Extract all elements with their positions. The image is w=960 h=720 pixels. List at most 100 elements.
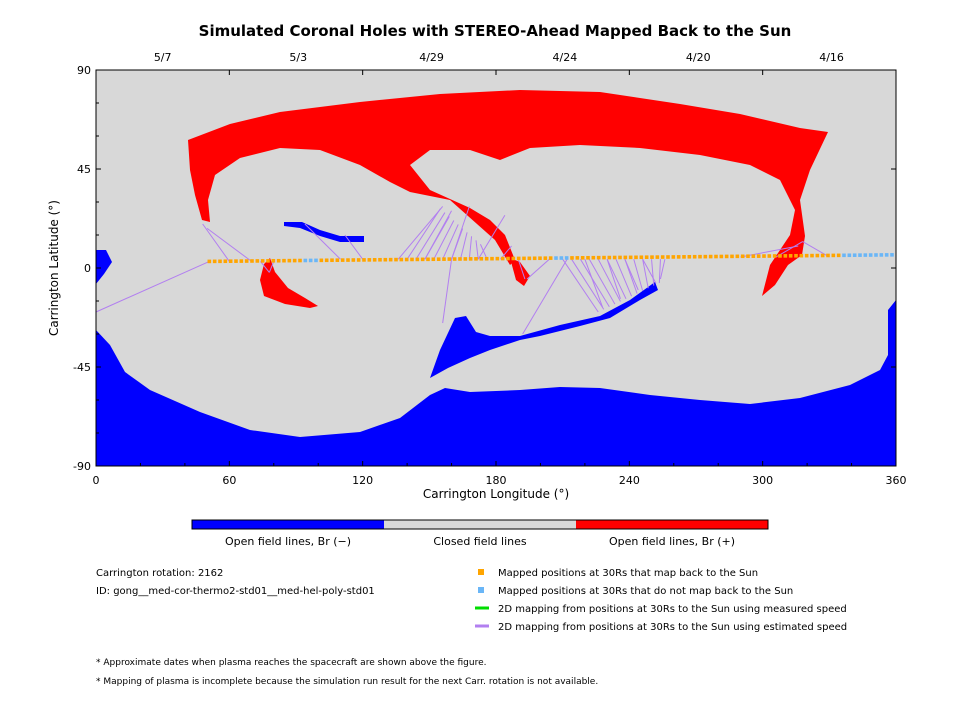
track-point-mapped	[602, 255, 606, 260]
x-tick-label: 60	[222, 474, 236, 487]
mapping-line-estimated	[642, 259, 649, 289]
mapping-line-estimated	[571, 258, 605, 310]
y-tick-label: -45	[73, 361, 91, 374]
track-point-mapped	[420, 257, 425, 262]
track-point-mapped	[426, 257, 430, 262]
track-point-mapped	[516, 256, 521, 261]
mapping-line-estimated	[442, 224, 459, 260]
track-point-mapped	[570, 256, 574, 260]
track-point-mapped	[708, 254, 713, 259]
date-axis: 5/7 5/3 4/29 4/24 4/20 4/16	[154, 51, 844, 64]
track-point-unmapped	[842, 253, 846, 258]
track-point-unmapped	[879, 253, 884, 257]
colorbar-negative	[192, 520, 384, 529]
x-tick-label: 120	[352, 474, 373, 487]
mapping-line-estimated	[651, 259, 655, 286]
track-point-mapped	[468, 257, 473, 261]
track-point-mapped	[234, 259, 238, 263]
mapping-line-estimated	[397, 206, 444, 260]
track-point-unmapped	[884, 253, 889, 257]
track-point-unmapped	[868, 253, 873, 257]
track-point-mapped	[351, 258, 356, 262]
track-point-mapped	[740, 254, 745, 259]
track-point-unmapped	[314, 258, 318, 263]
track-point-mapped	[506, 256, 510, 261]
track-point-mapped	[682, 255, 686, 259]
y-axis-label: Carrington Latitude (°)	[47, 200, 61, 336]
track-point-mapped	[756, 254, 761, 258]
track-point-mapped	[612, 255, 617, 260]
mapping-line-estimated	[477, 214, 506, 260]
track-point-unmapped	[863, 253, 868, 257]
track-point-mapped	[826, 253, 830, 258]
track-point-mapped	[511, 256, 516, 261]
x-tick-label: 180	[486, 474, 507, 487]
track-point-mapped	[410, 257, 414, 262]
track-point-mapped	[474, 257, 478, 261]
mapping-line-estimated	[459, 232, 468, 260]
track-point-mapped	[367, 258, 372, 262]
y-axis: 90 45 0 -45 -90	[73, 64, 896, 473]
mapping-line-estimated	[606, 259, 621, 299]
track-point-mapped	[479, 256, 484, 261]
track-point-mapped	[388, 257, 393, 262]
track-point-mapped	[687, 254, 692, 259]
track-point-mapped	[447, 257, 452, 261]
track-point-mapped	[298, 258, 302, 263]
track-point-mapped	[532, 256, 537, 261]
track-point-mapped	[746, 254, 750, 259]
negative-filament	[284, 222, 364, 242]
track-point-mapped	[799, 253, 804, 258]
track-point-mapped	[586, 255, 590, 260]
track-point-mapped	[527, 256, 532, 261]
track-point-mapped	[463, 257, 468, 261]
run-id: ID: gong__med-cor-thermo2-std01__med-hel…	[96, 586, 375, 597]
spacecraft-track	[207, 253, 894, 264]
track-point-unmapped	[308, 258, 313, 263]
mapping-line-estimated	[615, 259, 633, 297]
track-point-unmapped	[852, 253, 857, 257]
track-point-unmapped	[858, 253, 862, 257]
track-point-mapped	[324, 258, 329, 263]
track-point-mapped	[490, 256, 494, 261]
track-point-mapped	[484, 256, 489, 261]
mapping-line-estimated	[659, 259, 666, 280]
track-point-mapped	[548, 256, 553, 260]
track-point-mapped	[415, 257, 420, 262]
track-point-mapped	[655, 255, 660, 259]
mapping-line-estimated	[442, 259, 453, 324]
track-point-mapped	[623, 255, 628, 260]
legend-label-mapped: Mapped positions at 30Rs that map back t…	[498, 568, 758, 579]
track-point-mapped	[730, 254, 734, 259]
track-point-mapped	[580, 256, 585, 260]
track-point-mapped	[346, 258, 350, 262]
mapping-line-estimated	[597, 258, 621, 302]
legend-marker-unmapped	[478, 587, 484, 593]
track-point-mapped	[372, 258, 377, 262]
y-tick-label: 45	[77, 163, 91, 176]
x-axis: 0 60 120 180 240 300 360	[93, 70, 907, 487]
track-point-mapped	[330, 258, 334, 263]
colorbar-label-negative: Open field lines, Br (−)	[225, 535, 351, 548]
track-point-mapped	[522, 256, 526, 261]
mapping-line-estimated	[406, 208, 441, 260]
track-point-mapped	[634, 255, 638, 260]
mapping-line-estimated	[562, 258, 599, 313]
track-point-mapped	[223, 259, 228, 264]
mapping-line-estimated	[740, 245, 799, 258]
track-point-mapped	[255, 259, 260, 263]
legend-label-measured: 2D mapping from positions at 30Rs to the…	[498, 604, 847, 615]
footnote-dates: * Approximate dates when plasma reaches …	[96, 658, 487, 668]
track-point-unmapped	[564, 256, 569, 260]
mapping-line-estimated	[206, 227, 252, 262]
mapping-line-estimated	[433, 220, 455, 260]
track-point-mapped	[228, 259, 233, 263]
track-point-mapped	[671, 255, 676, 259]
legend: Mapped positions at 30Rs that map back t…	[475, 568, 847, 633]
track-point-mapped	[271, 258, 276, 263]
mapping-line-estimated	[304, 223, 341, 260]
track-point-mapped	[543, 256, 548, 260]
mapping-line-estimated	[633, 259, 644, 292]
track-point-mapped	[362, 258, 366, 262]
negative-polar-coronal-hole	[96, 300, 896, 466]
